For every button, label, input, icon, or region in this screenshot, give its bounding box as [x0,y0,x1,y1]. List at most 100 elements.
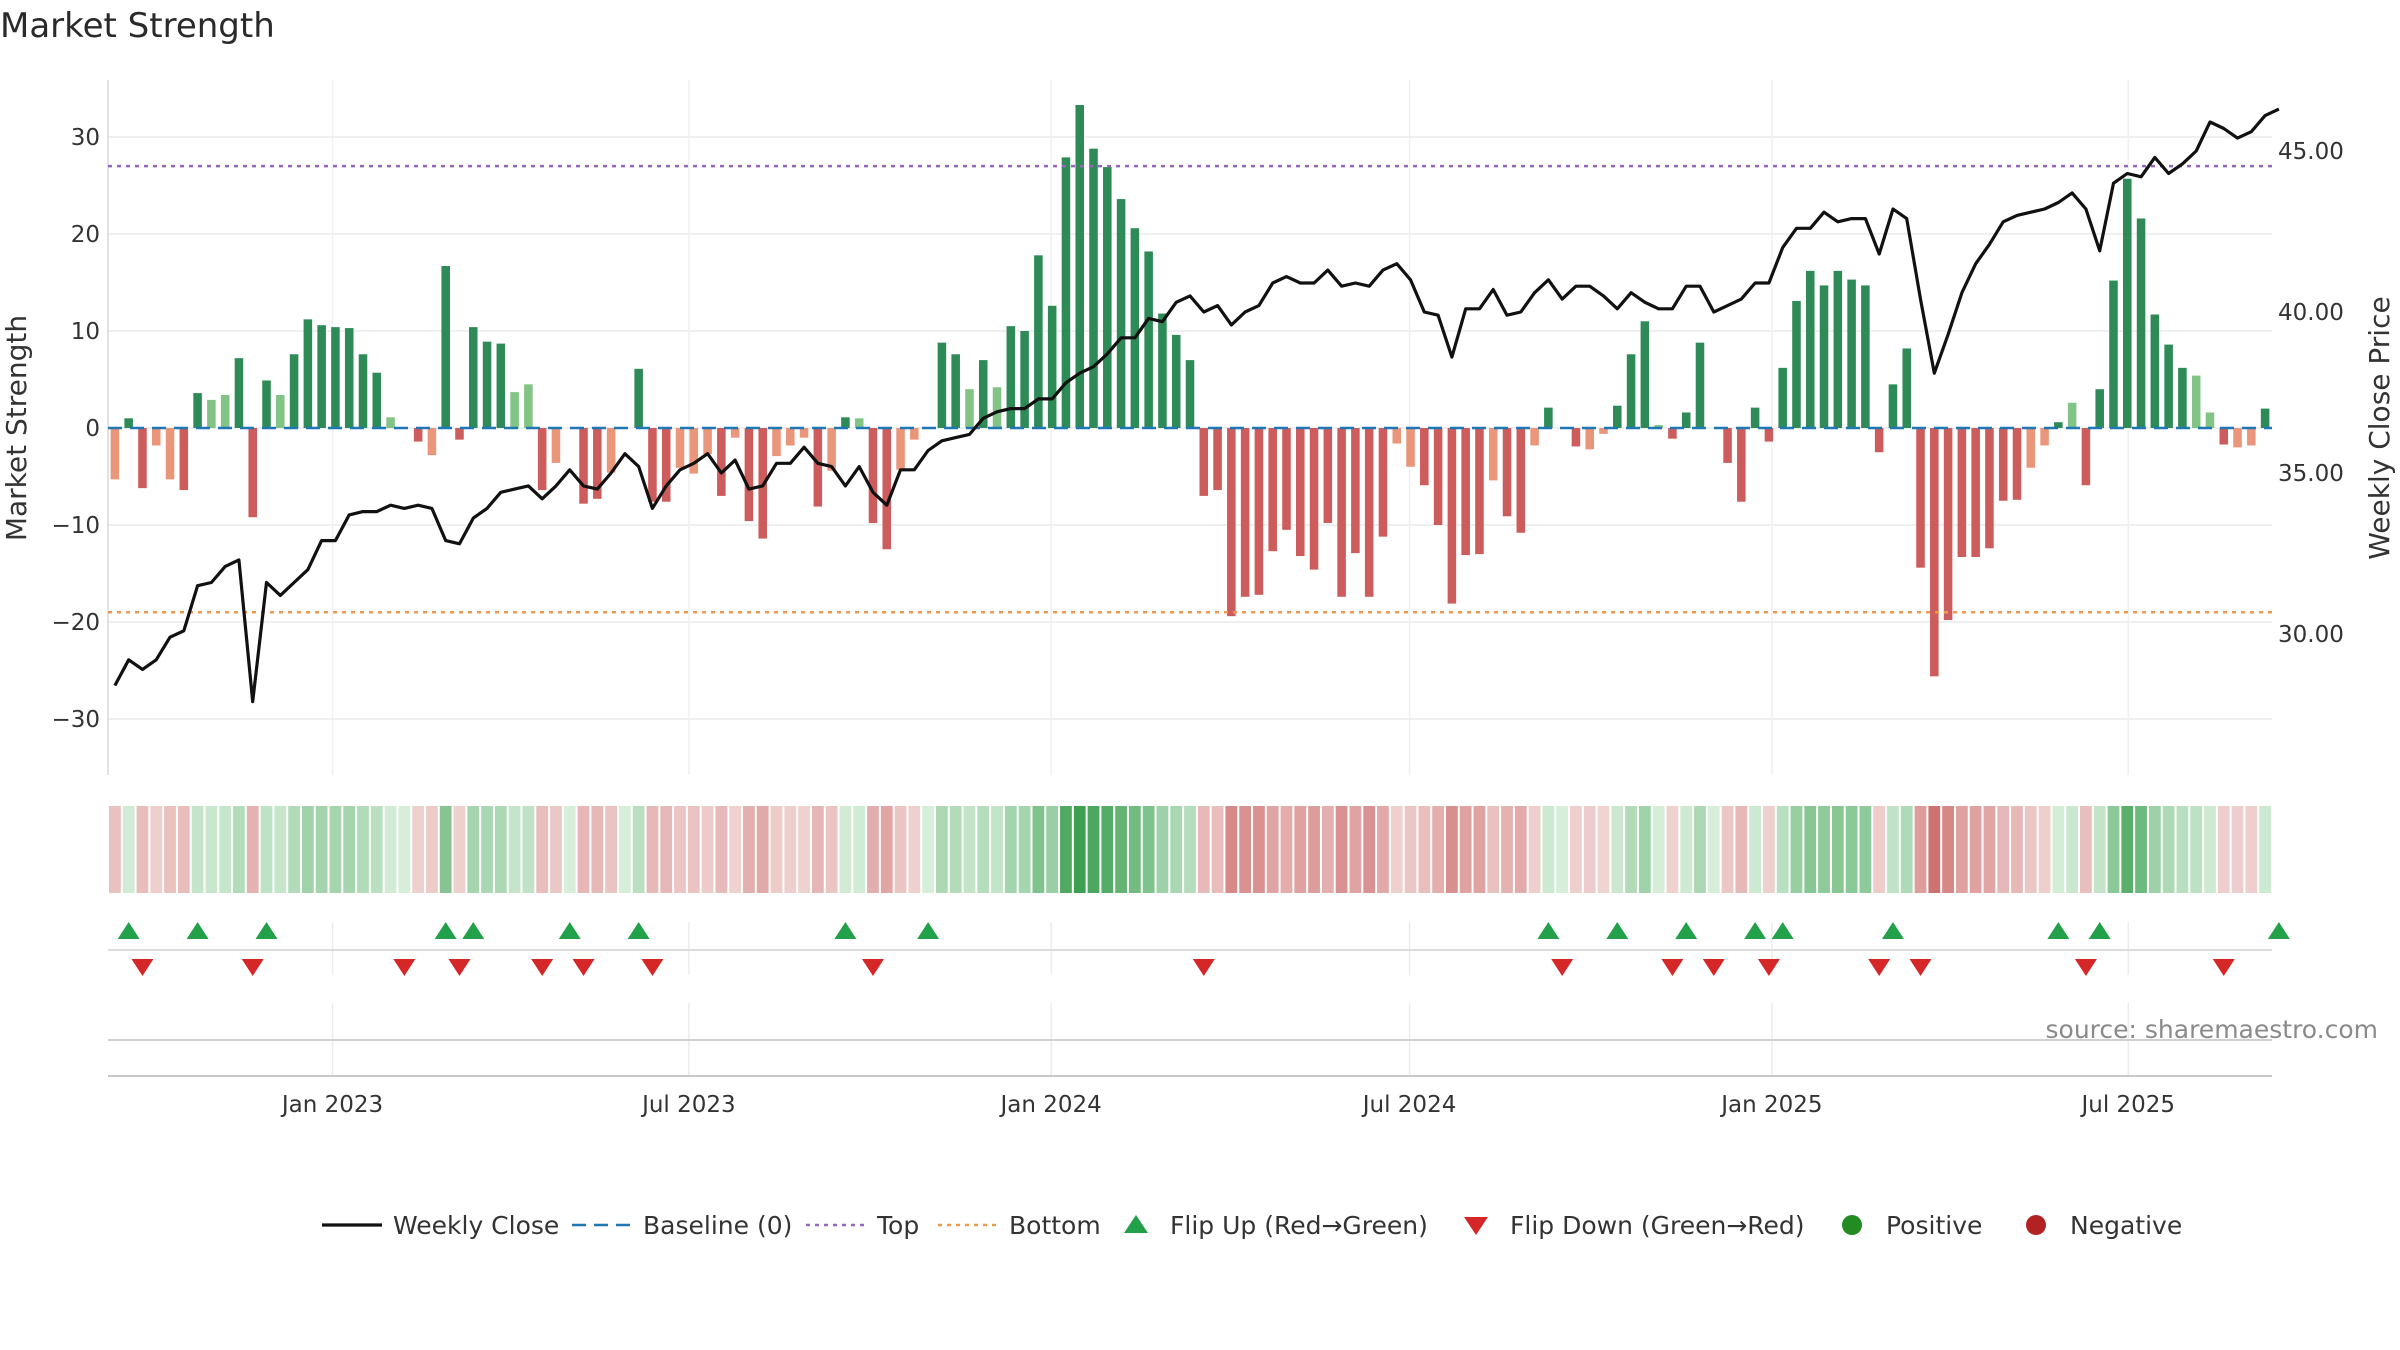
heat-cell [1046,806,1059,893]
heat-cell [1032,806,1045,893]
heat-cell [1184,806,1196,893]
strength-bar [2164,344,2173,428]
flip-down-marker [1551,959,1574,976]
strength-bar [1392,428,1402,444]
strength-bar [992,387,1002,428]
heat-cell [825,806,838,893]
heat-cell [729,806,742,893]
heat-cell [2259,806,2271,893]
heat-cell [536,806,549,893]
heat-cell [2011,806,2023,893]
flip-down-marker [2212,959,2235,976]
strength-bar [441,266,450,428]
heat-cell [894,806,907,893]
strength-bar [717,428,726,496]
strength-bar [468,327,478,428]
heat-cell [784,806,797,893]
y-axis-title: Market Strength [0,315,33,541]
heat-cell [1101,806,1114,893]
strength-bar [1061,157,1071,428]
strength-bar [551,428,561,463]
legend: Weekly Close Baseline (0) Top Bottom Flip Up… [322,1211,2182,1240]
strength-bar [1034,255,1043,428]
heat-cell [867,806,879,893]
y-tick-label: 30 [71,125,100,151]
strength-bar [2219,428,2229,445]
strength-bar [1006,326,1016,428]
strength-bar [1158,313,1167,428]
strength-bar [1282,428,1291,530]
flip-up-marker [255,922,278,939]
heat-cell [177,806,190,893]
strength-bar [1047,305,1057,428]
strength-bar [1626,354,1636,428]
strength-bar [827,428,836,471]
strength-bar [234,358,244,428]
heat-cell [301,806,314,893]
strength-bar [1985,428,1994,549]
heat-cell [756,806,769,893]
heat-cell [357,806,369,893]
heat-cell [439,806,452,893]
flip-down-marker [1661,959,1684,976]
strength-bar [1723,428,1732,463]
heat-cell [1570,806,1582,893]
strength-bar [1475,428,1484,555]
heat-cell [2093,806,2106,893]
heat-cell [1128,806,1141,893]
strength-bar [1488,428,1498,481]
strength-bar [1530,428,1539,446]
heat-cell [246,806,259,893]
strength-bar [2150,314,2160,428]
strength-bar [1833,270,1843,428]
strength-bar [179,428,189,491]
strength-bar [689,428,699,474]
heat-cell [2080,806,2092,893]
flip-up-marker [2047,922,2070,939]
strength-bar [110,428,120,480]
strength-bar [1323,428,1333,524]
y-tick-label: 10 [71,319,100,345]
flip-up-marker [834,922,857,939]
strength-bar [910,428,919,440]
strength-bar [1695,342,1705,428]
strength-bar [1364,428,1374,597]
heat-cell [1115,806,1127,893]
heat-cell [1900,806,1913,893]
strength-bar [124,418,133,428]
heat-cell [1335,806,1348,893]
heat-cell [1445,806,1458,893]
strength-bar [358,354,368,428]
legend-label: Bottom [1009,1211,1101,1240]
flip-up-marker [1744,922,1767,939]
strength-bar [455,428,464,440]
chart-title: Market Strength [0,6,275,46]
heat-cell [481,806,493,893]
y2-axis-title: Weekly Close Price [2363,296,2396,559]
legend-item: Baseline (0) [572,1211,792,1240]
heat-cell [2038,806,2051,893]
heat-cell [1625,806,1637,893]
legend-label: Flip Down (Green→Red) [1510,1211,1805,1240]
heat-cell [963,806,976,893]
strength-bar [1681,412,1691,428]
heat-cell [2107,806,2120,893]
strength-bar [854,418,864,428]
strength-bar [1544,407,1553,428]
legend-label: Weekly Close [393,1211,559,1240]
strength-bar [593,428,602,499]
heat-cell [1321,806,1334,893]
legend-label: Flip Up (Red→Green) [1170,1211,1428,1240]
heat-cell [1804,806,1817,893]
strength-bar [2205,412,2215,428]
strength-bar [1599,428,1608,434]
heat-cell [274,806,287,893]
flip-down-marker [1868,959,1891,976]
strength-bar [882,428,892,550]
strength-bar [289,354,299,428]
strength-bar [675,428,685,468]
strength-bar [978,360,988,428]
heat-cell [1473,806,1486,893]
heat-cell [922,806,935,893]
heat-cell [1004,806,1017,893]
